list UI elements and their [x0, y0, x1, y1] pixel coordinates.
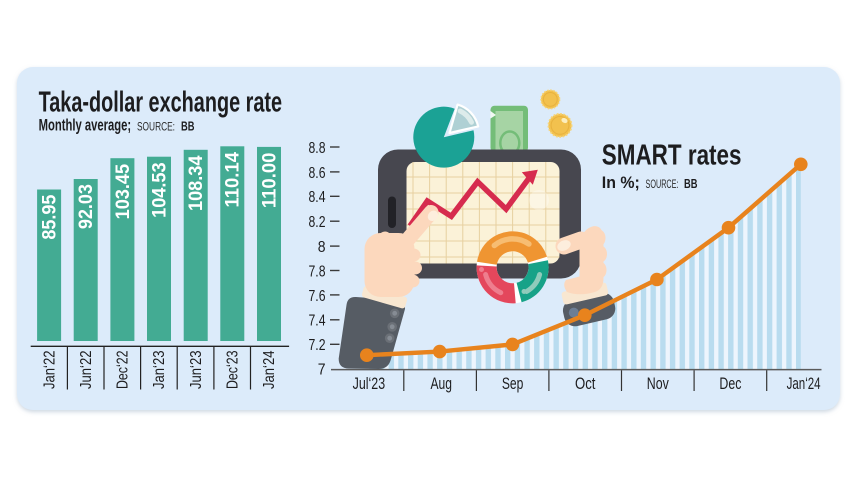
svg-text:Dec‘22: Dec‘22	[115, 350, 132, 389]
svg-text:7.2: 7.2	[309, 337, 326, 354]
svg-text:Jun‘23: Jun‘23	[188, 350, 205, 389]
svg-text:SMART rates: SMART rates	[602, 139, 742, 171]
svg-text:Dec: Dec	[719, 375, 741, 393]
svg-text:7.4: 7.4	[309, 313, 326, 330]
svg-text:8: 8	[318, 239, 326, 256]
svg-text:7.6: 7.6	[309, 288, 326, 305]
svg-text:Sep: Sep	[502, 375, 524, 393]
svg-text:Taka-dollar exchange rate: Taka-dollar exchange rate	[39, 87, 283, 119]
svg-text:8.6: 8.6	[309, 165, 326, 182]
svg-text:Jan‘24: Jan‘24	[261, 350, 278, 389]
svg-text:Jul‘23: Jul‘23	[353, 375, 386, 393]
svg-text:8.2: 8.2	[309, 214, 326, 231]
svg-text:7.8: 7.8	[309, 263, 326, 280]
svg-text:Jun‘22: Jun‘22	[78, 350, 95, 389]
svg-text:108.34: 108.34	[186, 155, 207, 211]
svg-text:8.4: 8.4	[309, 189, 326, 206]
svg-text:Jan‘23: Jan‘23	[151, 350, 168, 389]
svg-text:8.8: 8.8	[309, 140, 326, 157]
svg-text:In %;: In %;	[602, 173, 640, 192]
svg-text:7: 7	[318, 362, 326, 379]
svg-text:Monthly average;: Monthly average;	[39, 116, 132, 135]
svg-text:Aug: Aug	[430, 375, 452, 393]
svg-text:Oct: Oct	[575, 375, 596, 393]
svg-text:Jan‘22: Jan‘22	[41, 350, 58, 389]
svg-text:SOURCE:: SOURCE:	[646, 179, 679, 191]
svg-text:BB: BB	[684, 177, 698, 191]
svg-text:Dec‘23: Dec‘23	[225, 350, 242, 389]
svg-text:104.53: 104.53	[149, 162, 170, 218]
svg-text:110.14: 110.14	[223, 152, 244, 208]
svg-text:Jan‘24: Jan‘24	[787, 375, 821, 393]
svg-text:85.95: 85.95	[40, 194, 61, 239]
svg-text:110.00: 110.00	[259, 153, 280, 209]
svg-text:92.03: 92.03	[76, 184, 97, 229]
svg-text:SOURCE:: SOURCE:	[137, 122, 175, 134]
svg-text:Nov: Nov	[647, 375, 670, 393]
svg-text:BB: BB	[181, 120, 195, 134]
svg-text:103.45: 103.45	[113, 163, 134, 219]
